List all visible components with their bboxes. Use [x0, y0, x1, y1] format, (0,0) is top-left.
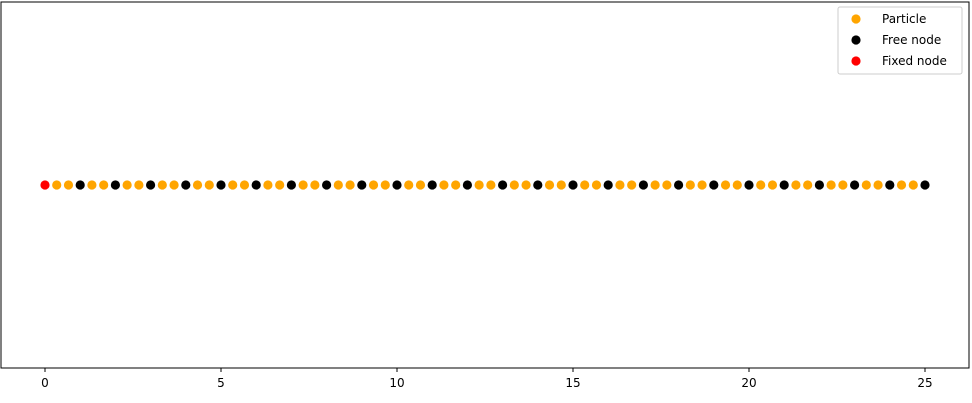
free-node-point	[814, 180, 825, 190]
particle-point	[521, 180, 531, 190]
free-node-point	[146, 180, 156, 190]
particle-point	[720, 180, 731, 190]
particle-point	[861, 180, 871, 190]
particle-point	[486, 180, 496, 190]
particle-point	[404, 180, 414, 190]
particle-point	[451, 180, 461, 190]
particle-point	[345, 180, 355, 190]
particle-point	[908, 180, 918, 190]
particle-point	[169, 180, 179, 190]
free-node-point	[286, 180, 296, 190]
particle-point	[474, 180, 484, 190]
particle-point	[650, 180, 660, 190]
free-node-point	[462, 180, 472, 190]
particle-point	[99, 180, 109, 190]
free-node-point	[533, 180, 543, 190]
particle-point	[52, 180, 62, 190]
particle-point	[275, 180, 285, 190]
particle-point	[756, 180, 766, 190]
particle-point	[228, 180, 238, 190]
particle-point	[333, 180, 343, 190]
particle-point	[662, 180, 672, 190]
free-node-point	[779, 180, 789, 190]
free-node-point	[216, 180, 226, 190]
free-node-point	[744, 180, 754, 190]
particle-point	[615, 180, 625, 190]
particle-point	[134, 180, 144, 190]
fixed-node-point	[40, 180, 50, 190]
free-node-point	[638, 180, 649, 190]
free-node-point	[75, 180, 85, 190]
particle-point	[157, 180, 167, 190]
particle-point	[204, 180, 214, 190]
x-tick-label: 25	[917, 376, 932, 390]
free-node-point	[850, 180, 860, 190]
free-node-point	[110, 180, 120, 190]
particle-point	[838, 180, 848, 190]
legend-label: Particle	[882, 12, 926, 26]
particle-point	[368, 180, 379, 190]
free-node-point	[709, 180, 719, 190]
particle-point	[298, 180, 308, 190]
particle-point	[826, 180, 836, 190]
particle-point	[627, 180, 637, 190]
legend-box	[837, 6, 963, 75]
free-node-point	[322, 180, 332, 190]
particle-point	[263, 180, 273, 190]
legend-marker	[851, 56, 861, 66]
data-points	[40, 180, 930, 190]
particle-point	[380, 180, 390, 190]
particle-point	[591, 180, 602, 190]
particle-point	[556, 180, 566, 190]
particle-point	[873, 180, 883, 190]
particle-point	[415, 180, 426, 190]
free-node-point	[674, 180, 684, 190]
particle-point	[544, 180, 555, 190]
free-node-point	[568, 180, 578, 190]
particle-point	[439, 180, 449, 190]
particle-point	[122, 180, 132, 190]
particle-point	[310, 180, 320, 190]
particle-point	[239, 180, 250, 190]
legend-label: Fixed node	[882, 54, 947, 68]
free-node-point	[885, 180, 895, 190]
x-axis: 0 5 10 15 20 25	[41, 368, 933, 390]
particle-point	[509, 180, 519, 190]
legend-marker	[851, 14, 861, 24]
free-node-point	[427, 180, 437, 190]
free-node-point	[603, 180, 613, 190]
free-node-point	[251, 180, 261, 190]
x-tick-label: 20	[741, 376, 756, 390]
free-node-point	[920, 180, 930, 190]
particle-point	[791, 180, 801, 190]
particle-point	[767, 180, 778, 190]
legend: Particle Free node Fixed node	[837, 6, 963, 75]
x-tick-label: 15	[565, 376, 580, 390]
legend-marker	[851, 35, 861, 45]
particle-point	[896, 180, 907, 190]
legend-label: Free node	[882, 33, 941, 47]
particle-point	[63, 180, 74, 190]
particle-point	[192, 180, 203, 190]
particle-point	[685, 180, 695, 190]
free-node-point	[181, 180, 191, 190]
particle-point	[732, 180, 742, 190]
particle-point	[87, 180, 97, 190]
x-tick-label: 10	[389, 376, 404, 390]
free-node-point	[357, 180, 367, 190]
particle-point	[580, 180, 590, 190]
x-tick-label: 0	[41, 376, 49, 390]
particle-point	[697, 180, 707, 190]
free-node-point	[392, 180, 402, 190]
x-tick-label: 5	[217, 376, 225, 390]
free-node-point	[498, 180, 508, 190]
particle-point	[803, 180, 813, 190]
